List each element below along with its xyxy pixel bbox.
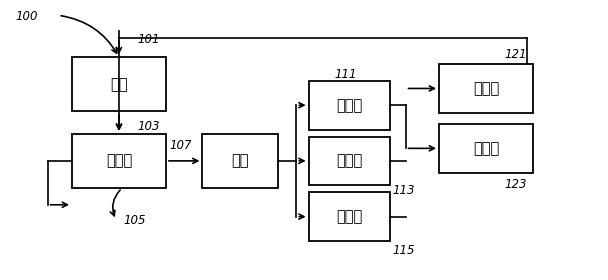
Text: 破碎: 破碎 [110,77,128,92]
Text: 100: 100 [16,10,38,22]
Text: 热解: 热解 [232,153,249,168]
Text: 121: 121 [504,48,527,61]
Bar [439,124,533,173]
Bar [72,57,166,111]
Text: 热解油: 热解油 [473,81,499,96]
Text: 热解气: 热解气 [336,209,362,224]
Text: 115: 115 [392,244,415,256]
Text: 111: 111 [334,68,357,81]
Bar [308,137,390,185]
Text: 热解水: 热解水 [473,141,499,156]
Text: 113: 113 [392,184,415,197]
Text: 101: 101 [137,33,160,46]
Bar [308,81,390,130]
Text: 热解液: 热解液 [336,98,362,113]
Text: 107: 107 [170,139,192,152]
Text: 123: 123 [504,178,527,191]
Bar [439,64,533,113]
Text: 105: 105 [124,214,147,227]
Text: 103: 103 [137,120,160,132]
Text: 预热解: 预热解 [106,153,132,168]
Bar [202,134,278,188]
Bar [72,134,166,188]
Bar [308,192,390,241]
Text: 热解焦: 热解焦 [336,153,362,168]
